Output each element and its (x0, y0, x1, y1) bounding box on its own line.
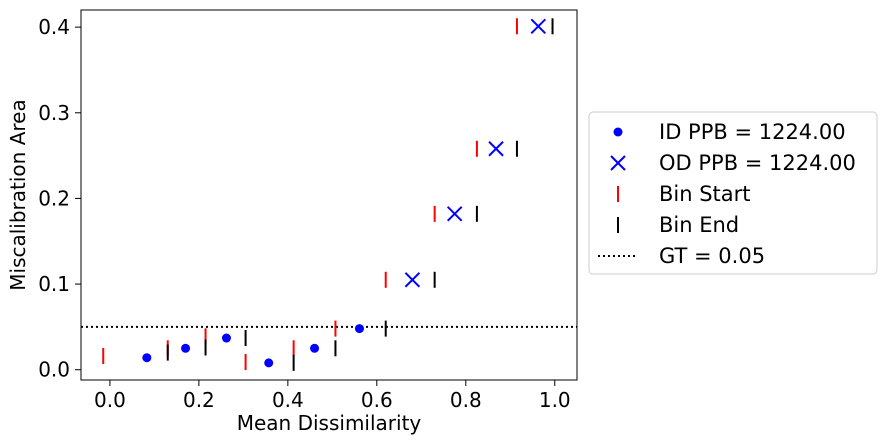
id-point (264, 358, 274, 368)
legend-item: ID PPB = 1224.00 (613, 120, 846, 144)
x-tick-label: 1.0 (539, 388, 571, 412)
legend-label: GT = 0.05 (659, 244, 765, 268)
od-point (488, 141, 504, 157)
series-3 (102, 18, 518, 371)
x-tick-label: 0.8 (450, 388, 482, 412)
y-tick-label: 0.3 (38, 101, 70, 125)
x-tick-label: 0.4 (272, 388, 304, 412)
series-4 (166, 18, 554, 371)
legend-marker (610, 155, 626, 171)
legend-item: GT = 0.05 (598, 244, 765, 268)
legend-label: OD PPB = 1224.00 (659, 151, 856, 175)
x-axis-label: Mean Dissimilarity (237, 411, 422, 435)
y-axis-label: Miscalibration Area (6, 99, 30, 290)
legend-label: Bin Start (659, 182, 751, 206)
series-1 (142, 324, 364, 368)
y-tick-label: 0.1 (38, 272, 70, 296)
od-point (446, 206, 463, 222)
x-axis: 0.0 0.2 0.4 0.6 0.8 1.0 (94, 380, 571, 412)
legend-label: ID PPB = 1224.00 (659, 120, 846, 144)
legend-label: Bin End (659, 213, 739, 237)
legend-item: Bin Start (617, 182, 751, 206)
plot-frame (80, 9, 578, 381)
id-point (354, 324, 364, 334)
x-tick-label: 0.6 (361, 388, 393, 412)
y-tick-label: 0.4 (38, 15, 70, 39)
id-point (310, 343, 320, 353)
y-tick-label: 0.2 (38, 186, 70, 210)
legend-frame (588, 111, 878, 275)
x-tick-label: 0.2 (183, 388, 215, 412)
legend: ID PPB = 1224.00 OD PPB = 1224.00 Bin Star… (588, 111, 878, 275)
legend-item: Bin End (617, 213, 739, 237)
series-2 (404, 18, 547, 288)
id-point (142, 353, 152, 363)
od-point (404, 272, 421, 288)
legend-marker (613, 127, 623, 137)
id-point (221, 333, 231, 343)
y-tick-label: 0.0 (38, 358, 70, 382)
x-tick-label: 0.0 (94, 388, 126, 412)
od-point (530, 18, 547, 34)
y-axis: 0.0 0.1 0.2 0.3 0.4 (38, 15, 81, 382)
legend-item: OD PPB = 1224.00 (610, 151, 856, 175)
plot-area (81, 18, 577, 371)
id-point (181, 343, 191, 353)
